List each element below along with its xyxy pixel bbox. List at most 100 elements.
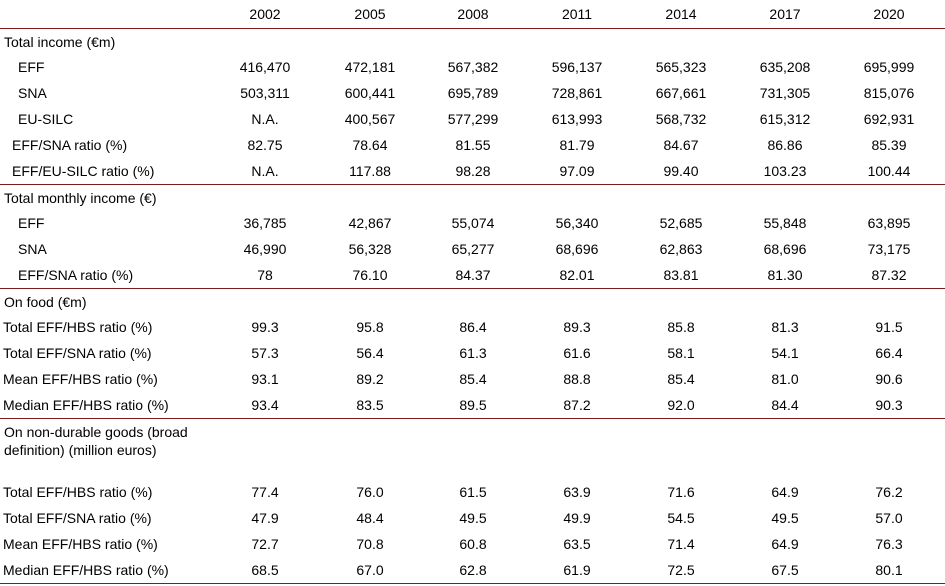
table-cell: 49.5 — [459, 510, 487, 526]
section-title: On food (€m) — [4, 293, 87, 310]
table-row: SNA 503,311 600,441 695,789 728,861 667,661 73… — [0, 80, 945, 106]
table-row: Median EFF/HBS ratio (%) 68.5 67.0 62.8 61.9… — [0, 557, 945, 584]
row-label: EFF/EU-SILC ratio (%) — [12, 163, 155, 179]
row-label: Total EFF/HBS ratio (%) — [3, 319, 153, 335]
row-label: SNA — [18, 241, 47, 257]
table-cell: 72.7 — [251, 536, 279, 552]
table-cell: 54.5 — [667, 510, 695, 526]
table-row: EFF 416,470 472,181 567,382 596,137 565,323 63… — [0, 54, 945, 80]
table-cell: 635,208 — [759, 59, 811, 75]
table-cell: N.A. — [251, 163, 279, 179]
row-label: EFF/SNA ratio (%) — [18, 267, 134, 283]
table-cell: 76.3 — [875, 536, 903, 552]
row-label: Median EFF/HBS ratio (%) — [3, 562, 169, 578]
table-row: Total EFF/HBS ratio (%) 77.4 76.0 61.5 63.9 7… — [0, 479, 945, 505]
table-cell: 97.09 — [559, 163, 595, 179]
table-cell: 87.32 — [871, 267, 907, 283]
table-cell: 84.4 — [771, 397, 799, 413]
table-cell: 66.4 — [875, 345, 903, 361]
table-cell: 731,305 — [759, 85, 811, 101]
table-cell: 76.10 — [352, 267, 388, 283]
year-header-cell: 2014 — [665, 6, 697, 22]
table-cell: 577,299 — [447, 111, 499, 127]
table-cell: 58.1 — [667, 345, 695, 361]
table-cell: 667,661 — [655, 85, 707, 101]
table-cell: 64.9 — [771, 484, 799, 500]
table-cell: 68.5 — [251, 562, 279, 578]
table-cell: 48.4 — [356, 510, 384, 526]
table-cell: 567,382 — [447, 59, 499, 75]
table-cell: 565,323 — [655, 59, 707, 75]
table-cell: 90.3 — [875, 397, 903, 413]
table-cell: 36,785 — [243, 215, 287, 231]
table-row: Total EFF/SNA ratio (%) 47.9 48.4 49.5 49.9 5… — [0, 505, 945, 531]
table-cell: 72.5 — [667, 562, 695, 578]
table-cell: 615,312 — [759, 111, 811, 127]
table-cell: 117.88 — [349, 163, 391, 179]
table-cell: 103.23 — [763, 163, 807, 179]
year-header-cell: 2020 — [873, 6, 905, 22]
table-cell: 55,074 — [451, 215, 495, 231]
table-cell: 84.67 — [663, 137, 699, 153]
table-cell: 95.8 — [356, 319, 384, 335]
table-cell: 84.37 — [455, 267, 491, 283]
table-cell: 82.75 — [247, 137, 283, 153]
table-cell: 61.9 — [563, 562, 591, 578]
row-label: Total EFF/SNA ratio (%) — [3, 345, 152, 361]
table-cell: 64.9 — [771, 536, 799, 552]
table-row: EU-SILC N.A. 400,567 577,299 613,993 568,732 6… — [0, 106, 945, 132]
table-cell: 76.2 — [875, 484, 903, 500]
table-cell: 81.0 — [771, 371, 799, 387]
table-cell: 85.4 — [667, 371, 695, 387]
table-cell: 93.4 — [251, 397, 279, 413]
table-row: EFF/SNA ratio (%) 82.75 78.64 81.55 81.79 84.… — [0, 132, 945, 158]
row-label: Median EFF/HBS ratio (%) — [3, 397, 169, 413]
table-cell: 60.8 — [459, 536, 487, 552]
table-cell: 47.9 — [251, 510, 279, 526]
table-cell: 61.6 — [563, 345, 591, 361]
section-title-row: Total monthly income (€) — [0, 184, 945, 210]
table-cell: 400,567 — [344, 111, 396, 127]
table-cell: 46,990 — [243, 241, 287, 257]
table-cell: 70.8 — [356, 536, 384, 552]
table-cell: 90.6 — [875, 371, 903, 387]
table-cell: 57.0 — [875, 510, 903, 526]
table-cell: 613,993 — [551, 111, 603, 127]
table-cell: 472,181 — [344, 59, 396, 75]
year-header-cell: 2011 — [561, 6, 593, 22]
year-header-cell: 2002 — [249, 6, 281, 22]
row-label: Mean EFF/HBS ratio (%) — [3, 371, 158, 387]
table-cell: 81.79 — [559, 137, 595, 153]
table-cell: 49.9 — [563, 510, 591, 526]
table-cell: 695,999 — [863, 59, 915, 75]
table-cell: 65,277 — [451, 241, 495, 257]
table-cell: 86.86 — [767, 137, 803, 153]
table-cell: 99.3 — [251, 319, 279, 335]
table-cell: 56.4 — [356, 345, 384, 361]
table-row: SNA 46,990 56,328 65,277 68,696 62,863 68,696 7… — [0, 236, 945, 262]
table-cell: 55,848 — [763, 215, 807, 231]
table-cell: 76.0 — [356, 484, 384, 500]
table-cell: 85.8 — [667, 319, 695, 335]
row-label: SNA — [18, 85, 47, 101]
row-label: EU-SILC — [18, 111, 74, 127]
table-cell: 81.30 — [767, 267, 803, 283]
table-cell: 92.0 — [667, 397, 695, 413]
section-title: On non-durable goods (broad definition) … — [4, 424, 188, 458]
table-cell: 61.3 — [459, 345, 487, 361]
table-cell: 73,175 — [867, 241, 911, 257]
section-title-row: Total income (€m) — [0, 28, 945, 54]
section-title-row: On food (€m) — [0, 288, 945, 314]
table-cell: 98.28 — [455, 163, 491, 179]
year-header-cell: 2017 — [769, 6, 801, 22]
table-cell: 89.5 — [459, 397, 487, 413]
table-cell: 42,867 — [348, 215, 392, 231]
section-title-row: On non-durable goods (broad definition) … — [0, 418, 945, 469]
table-cell: 56,340 — [555, 215, 599, 231]
table-cell: 89.2 — [356, 371, 384, 387]
table-cell: 692,931 — [863, 111, 915, 127]
year-header-cell: 2005 — [354, 6, 386, 22]
table-row: Total EFF/HBS ratio (%) 99.3 95.8 86.4 89.3 8… — [0, 314, 945, 340]
table-cell: 80.1 — [875, 562, 903, 578]
